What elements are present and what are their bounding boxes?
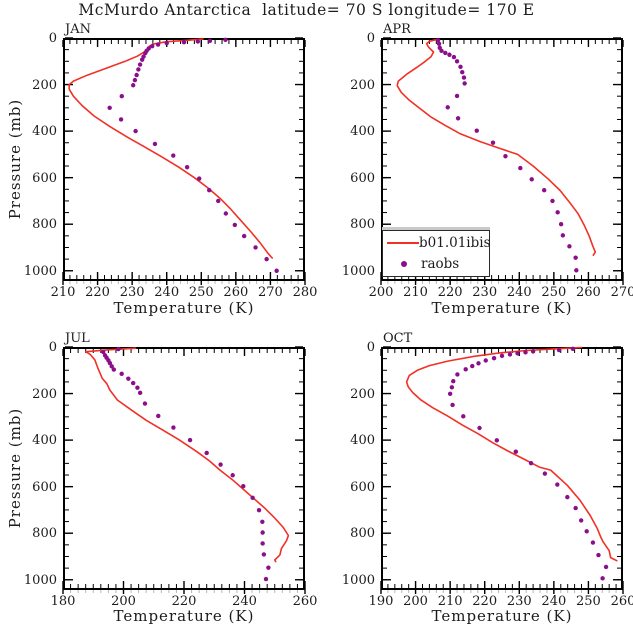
tick-label: 260	[610, 594, 633, 609]
tick-label: 0	[48, 31, 57, 46]
tick-label: 240	[541, 594, 567, 609]
legend-label-obs: raobs	[421, 255, 460, 272]
tick-label: 600	[350, 170, 375, 186]
tick-label: 220	[85, 285, 110, 300]
x-axis-title-apr: Temperature (K)	[431, 299, 573, 317]
tick-label: 600	[32, 170, 57, 186]
figure-title: McMurdo Antarctica latitude= 70 S longit…	[78, 1, 535, 19]
tick-label: 200	[403, 594, 428, 609]
tick-label: 260	[576, 285, 601, 300]
panel-title-oct: OCT	[383, 331, 413, 346]
x-axis-title-jan: Temperature (K)	[113, 299, 255, 317]
model-line-swatch	[387, 242, 419, 245]
legend-entry-obs: raobs	[387, 254, 485, 275]
tick-label: 1000	[23, 263, 57, 279]
plot-jul	[62, 346, 306, 594]
tick-label: 200	[32, 386, 57, 402]
tick-label: 400	[350, 433, 375, 449]
tick-label: 240	[506, 285, 532, 300]
tick-label: 230	[119, 285, 145, 300]
tick-label: 250	[576, 594, 601, 609]
tick-label: 220	[472, 594, 498, 609]
tick-label: 400	[350, 124, 375, 140]
tick-label: 200	[350, 77, 375, 93]
tick-label: 240	[232, 594, 257, 609]
y-axis-title-top: Pressure (mb)	[6, 98, 24, 220]
tick-label: 800	[32, 217, 57, 233]
legend: b01.01ibis raobs	[382, 230, 491, 277]
tick-label: 250	[188, 285, 214, 300]
tick-label: 1000	[23, 572, 57, 588]
tick-label: 260	[223, 285, 249, 300]
tick-label: 230	[472, 285, 498, 300]
tick-label: 1000	[341, 263, 375, 279]
tick-label: 230	[506, 594, 532, 609]
tick-label: 250	[541, 285, 567, 300]
obs-dot-swatch	[387, 260, 421, 267]
tick-label: 0	[48, 340, 57, 355]
tick-label: 200	[32, 77, 57, 93]
x-axis-title-jul: Temperature (K)	[113, 607, 255, 625]
tick-label: 200	[350, 386, 375, 402]
tick-label: 800	[32, 526, 57, 542]
tick-label: 220	[171, 594, 197, 609]
tick-label: 260	[292, 594, 318, 609]
tick-label: 180	[50, 594, 76, 609]
tick-label: 800	[350, 217, 375, 233]
panel-title-jan: JAN	[65, 22, 91, 37]
tick-label: 190	[368, 594, 394, 609]
tick-label: 240	[154, 285, 180, 300]
tick-label: 210	[403, 285, 428, 300]
tick-label: 210	[50, 285, 76, 300]
panel-title-apr: APR	[383, 22, 411, 37]
x-axis-title-oct: Temperature (K)	[431, 607, 573, 625]
tick-label: 0	[366, 31, 375, 46]
plot-apr	[380, 37, 624, 285]
panel-title-jul: JUL	[65, 331, 90, 346]
tick-label: 1000	[341, 572, 375, 588]
tick-label: 270	[258, 285, 283, 300]
tick-label: 600	[32, 479, 57, 495]
tick-label: 200	[111, 594, 136, 609]
tick-label: 400	[32, 124, 57, 140]
tick-label: 600	[350, 479, 375, 495]
tick-label: 280	[292, 285, 318, 300]
y-axis-title-bottom: Pressure (mb)	[6, 407, 24, 529]
tick-label: 400	[32, 433, 57, 449]
tick-label: 200	[368, 285, 394, 300]
legend-entry-model: b01.01ibis	[387, 233, 491, 254]
tick-label: 0	[366, 340, 375, 355]
tick-label: 220	[437, 285, 463, 300]
plot-oct	[380, 346, 624, 594]
tick-label: 800	[350, 526, 375, 542]
tick-label: 210	[437, 594, 463, 609]
plot-jan	[62, 37, 306, 285]
legend-label-model: b01.01ibis	[419, 235, 491, 252]
tick-label: 270	[610, 285, 633, 300]
